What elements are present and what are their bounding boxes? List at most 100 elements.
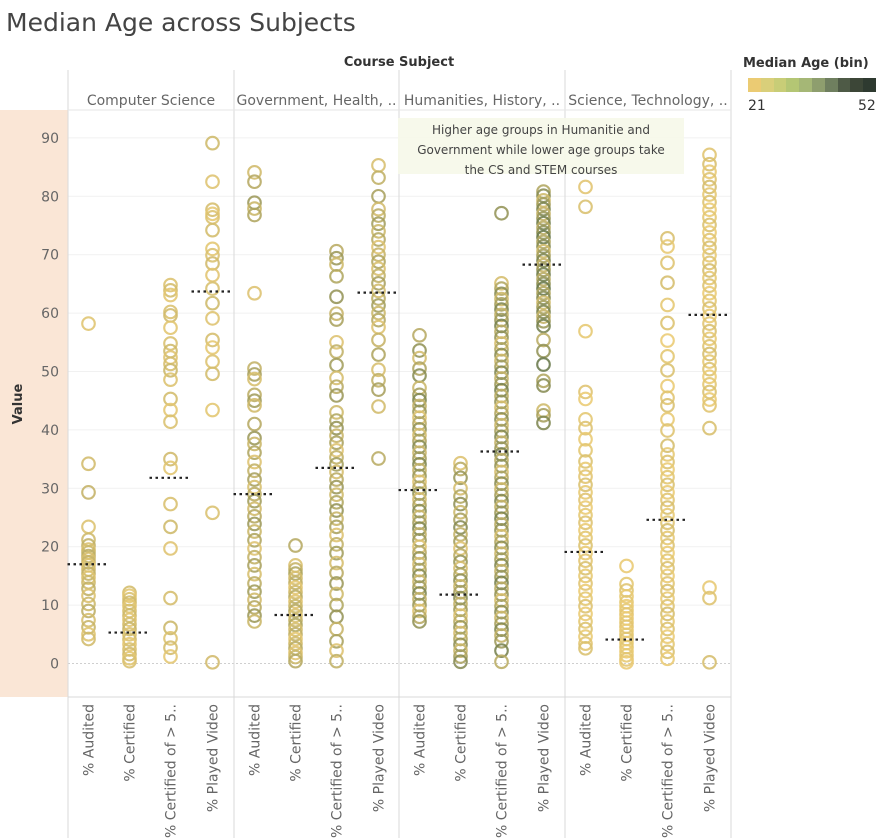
data-point [371,216,386,232]
data-point [247,387,262,403]
data-point [578,420,593,436]
data-point [660,545,675,561]
data-point [412,614,427,629]
data-point [329,621,344,637]
data-point [536,197,551,212]
data-point [578,384,593,400]
data-point [205,354,220,369]
x-tick-label: % Audited [82,704,98,776]
data-point [247,361,262,376]
data-point [81,485,96,500]
data-point [536,332,551,348]
legend-swatch [786,78,800,92]
data-point [536,243,551,259]
data-point [536,225,551,240]
data-point [163,541,178,556]
data-point [371,201,386,217]
data-point [536,211,551,226]
data-point [247,608,262,623]
data-point [329,545,344,561]
data-point [702,293,717,309]
data-point [578,469,593,484]
data-point [494,286,509,302]
legend-swatch [760,78,774,92]
annotation-box: Higher age groups in Humanitie and Gover… [398,118,684,177]
data-point [288,622,303,637]
data-point [329,306,344,322]
data-point [122,612,137,628]
data-point [536,295,551,310]
data-point [660,398,675,413]
data-point [247,430,262,446]
data-point [288,566,303,581]
data-point [536,373,551,389]
data-point [288,580,303,595]
data-point [371,170,386,185]
data-point [660,315,675,331]
data-point [619,647,634,663]
data-point [660,598,675,614]
data-point [247,165,262,180]
data-point [329,357,344,373]
data-point [288,598,303,614]
data-point [660,239,675,254]
data-point [122,653,137,669]
x-tick-label: % Audited [413,704,429,776]
data-point [660,553,675,569]
data-point [660,560,675,576]
data-point [702,147,717,163]
data-point [371,399,386,414]
y-axis-band [0,110,68,697]
data-point [536,276,551,292]
y-tick-label: 50 [41,365,59,381]
data-point [371,372,386,388]
data-point [619,654,634,670]
data-point [494,275,509,291]
data-point [660,515,675,531]
data-point [247,486,262,502]
data-point [81,603,96,619]
legend-swatch [850,78,864,92]
data-point [494,307,509,323]
legend-color-scale[interactable] [748,78,876,92]
data-point [329,413,344,428]
data-point [371,208,386,223]
data-point [163,620,178,636]
data-point [329,643,344,659]
data-point [536,309,551,324]
data-point [122,646,137,662]
data-point [329,472,344,487]
data-point [163,362,178,378]
data-point [578,454,593,469]
y-tick-label: 30 [41,481,59,497]
data-point [702,331,717,347]
data-point [247,600,262,615]
data-point [371,223,386,239]
data-point [619,558,634,574]
y-tick-label: 60 [41,306,59,322]
data-point [660,230,675,246]
x-tick-label: % Certified [289,704,305,782]
data-point [702,361,717,377]
data-point [536,253,551,268]
data-point [494,205,509,221]
legend-swatch [863,78,876,92]
data-point [247,371,262,387]
data-point [536,267,551,282]
data-point [578,530,593,546]
y-tick-label: 10 [41,598,59,614]
data-point [288,584,303,600]
data-point [288,575,303,591]
annotation-line: the CS and STEM courses [464,163,618,177]
data-point [660,275,675,291]
data-point [578,500,593,515]
data-point [578,614,593,629]
data-point [163,590,178,606]
data-point [453,489,468,504]
data-point [205,247,220,263]
data-point [288,649,303,665]
data-point [578,636,593,651]
data-point [536,304,551,320]
data-point [578,179,593,195]
data-point [660,412,675,427]
